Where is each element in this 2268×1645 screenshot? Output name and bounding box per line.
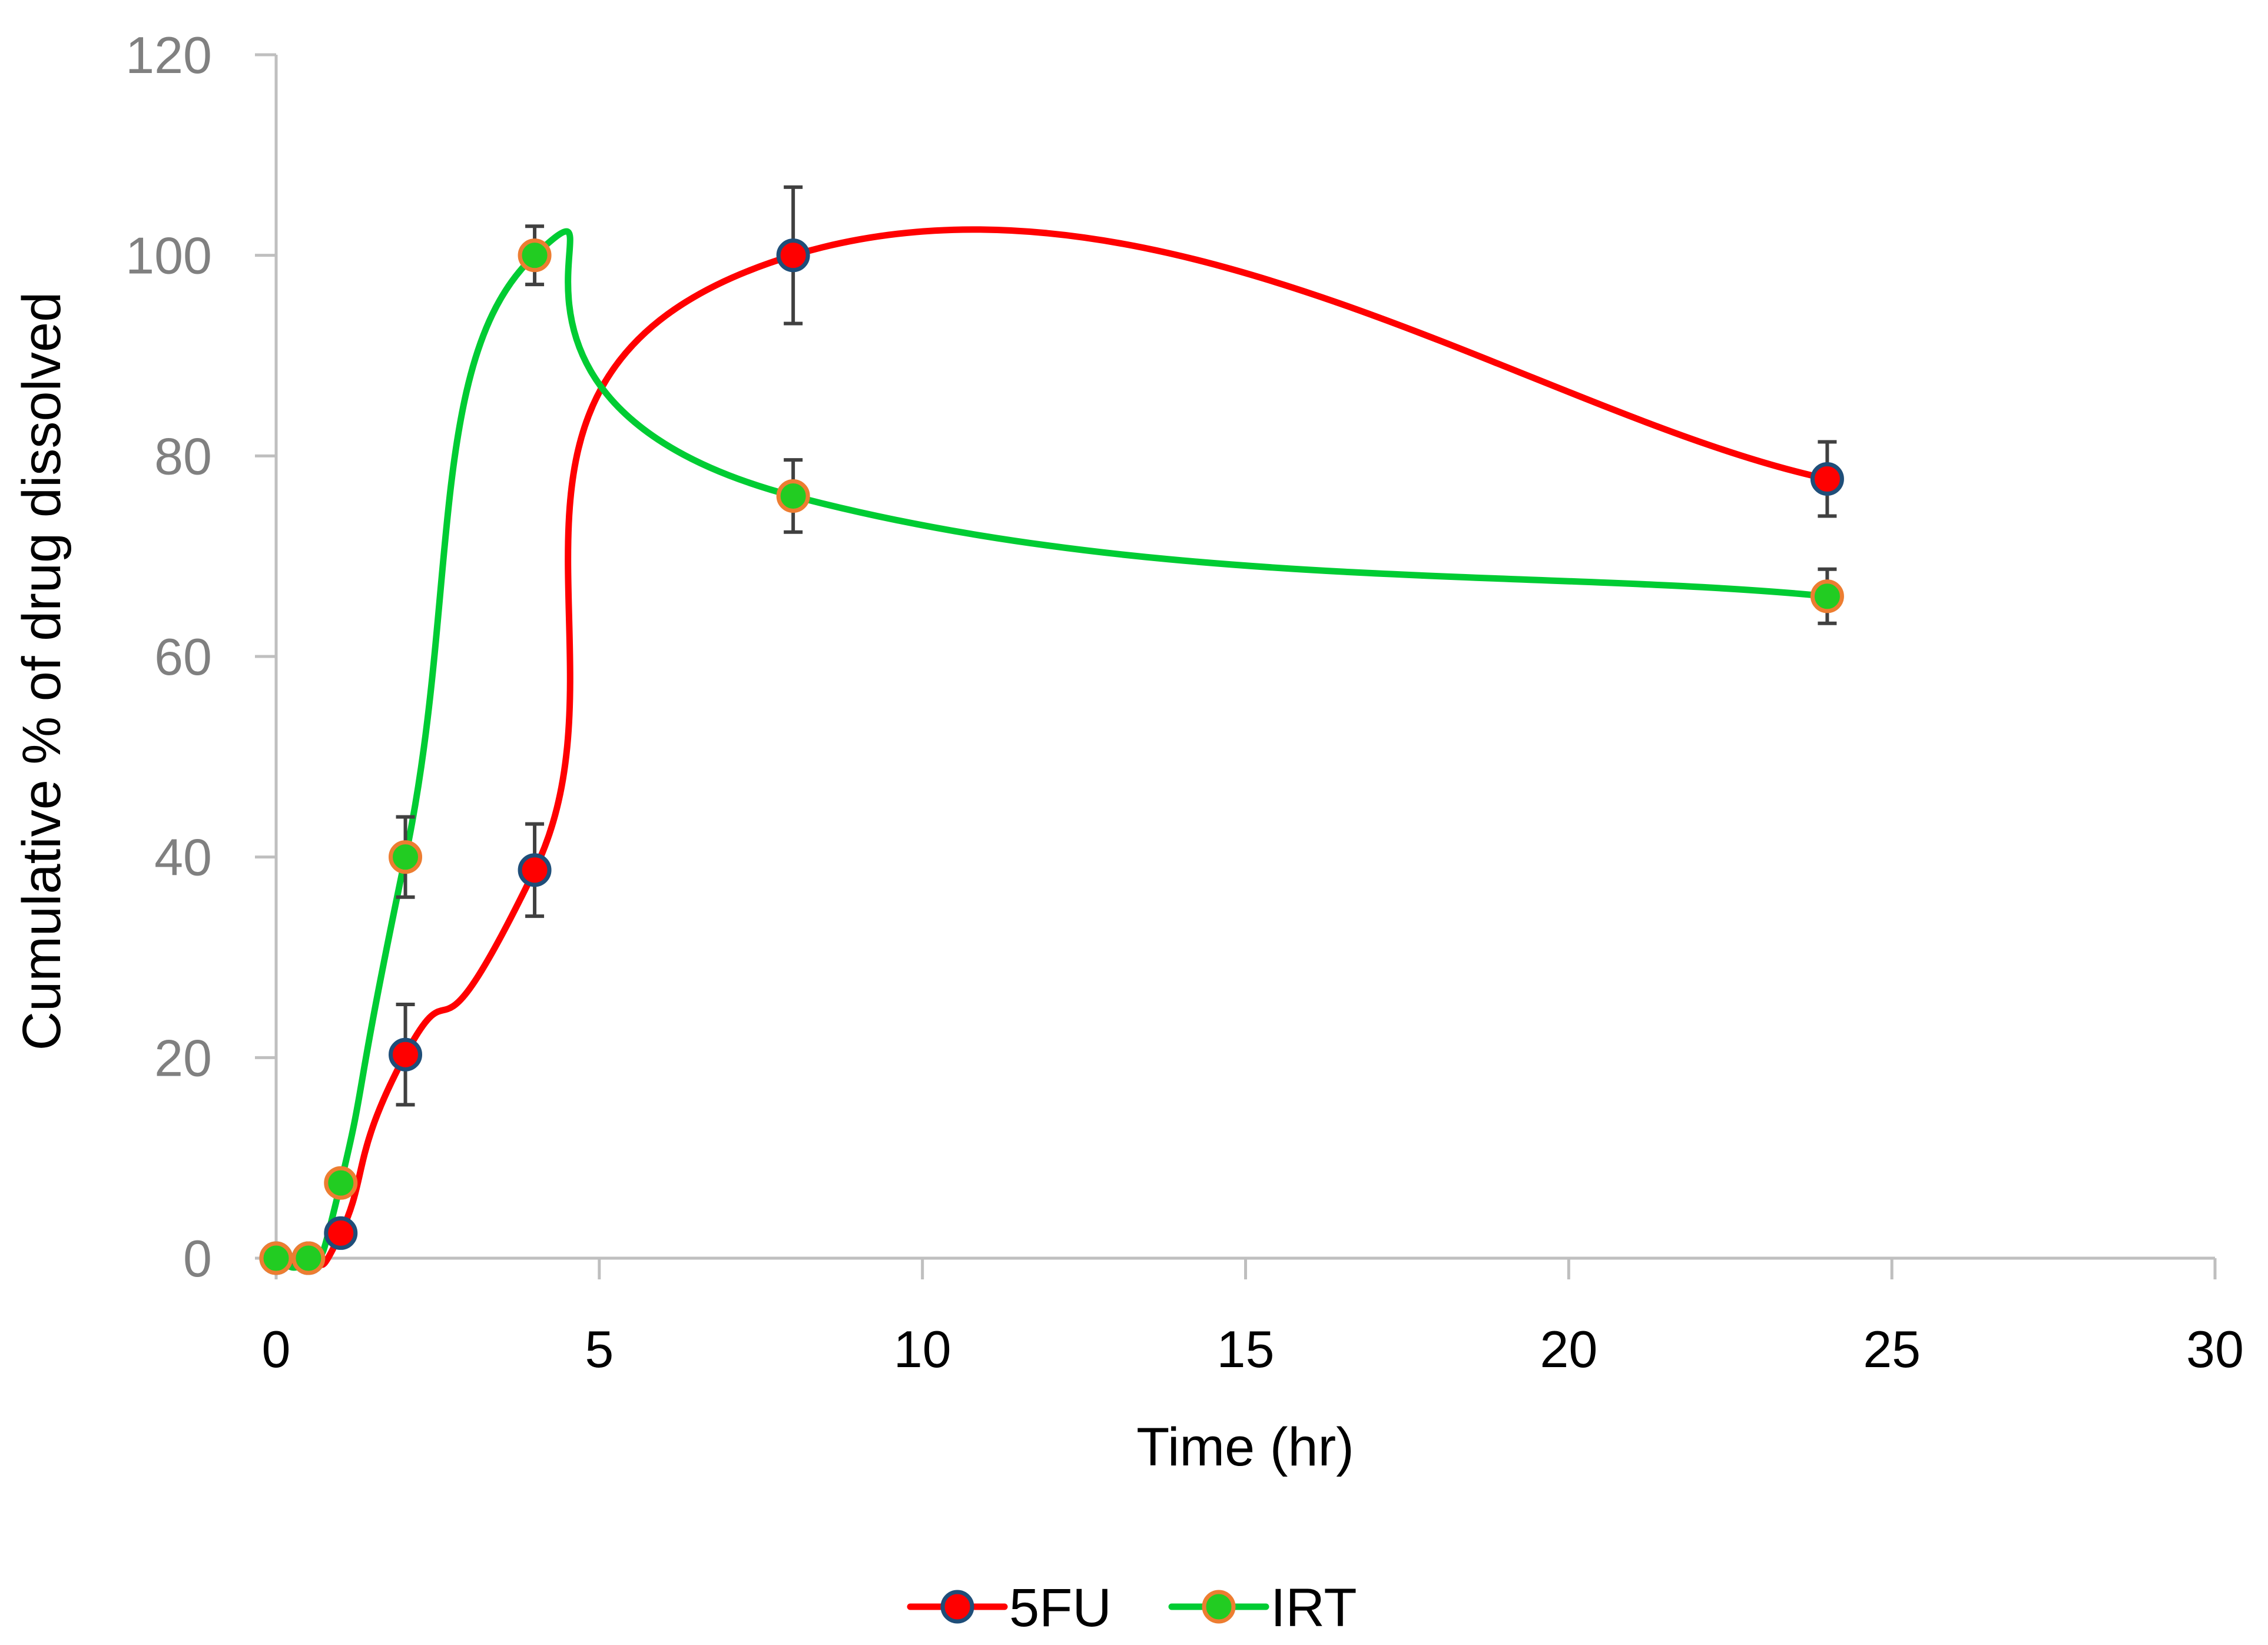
legend-marker-5fu [940, 1590, 974, 1624]
data-point-irt [518, 238, 552, 273]
y-tick-label: 120 [125, 26, 212, 84]
data-point-irt [389, 840, 423, 874]
y-tick-labels: 0 20 40 60 80 100 120 [125, 26, 212, 1288]
legend-item-5fu: 5FU [907, 1578, 1112, 1638]
series-layer [259, 185, 1844, 1275]
legend: 5FU IRT [907, 1578, 1357, 1638]
series-lines [273, 226, 1831, 1271]
data-point-5fu [776, 238, 810, 273]
legend-item-irt: IRT [1168, 1578, 1357, 1638]
data-point-5fu [324, 1216, 358, 1250]
x-tick-label: 20 [1540, 1320, 1597, 1378]
axes [255, 53, 2217, 1279]
series-markers [259, 185, 1844, 1275]
x-tick-label: 0 [262, 1320, 291, 1378]
x-tick-labels: 0 5 10 15 20 25 30 [262, 1320, 2244, 1378]
legend-marker-irt [1202, 1590, 1236, 1624]
data-point-irt [259, 1241, 293, 1275]
x-tick-label: 5 [585, 1320, 614, 1378]
data-point-irt [324, 1166, 358, 1200]
data-point-irt [291, 1241, 326, 1275]
data-point-5fu [389, 1037, 423, 1072]
x-tick-label: 30 [2186, 1320, 2244, 1378]
y-tick-label: 100 [125, 227, 212, 285]
y-tick-label: 0 [183, 1229, 212, 1288]
y-axis-title: Cumulative % of drug dissolved [12, 292, 72, 1051]
y-tick-label: 60 [154, 628, 212, 686]
data-point-5fu [1810, 462, 1844, 496]
legend-label-5fu: 5FU [1009, 1578, 1112, 1638]
legend-label-irt: IRT [1271, 1578, 1357, 1638]
y-tick-label: 80 [154, 427, 212, 485]
series-line-irt [273, 228, 1831, 1271]
data-point-irt [1810, 579, 1844, 613]
x-axis-title: Time (hr) [1136, 1417, 1354, 1477]
x-tick-label: 10 [894, 1320, 951, 1378]
x-tick-label: 15 [1217, 1320, 1275, 1378]
series-line-5fu [273, 226, 1831, 1268]
x-tick-label: 25 [1863, 1320, 1921, 1378]
data-point-irt [776, 479, 810, 513]
y-tick-label: 20 [154, 1029, 212, 1087]
data-point-5fu [518, 853, 552, 887]
y-tick-label: 40 [154, 828, 212, 887]
